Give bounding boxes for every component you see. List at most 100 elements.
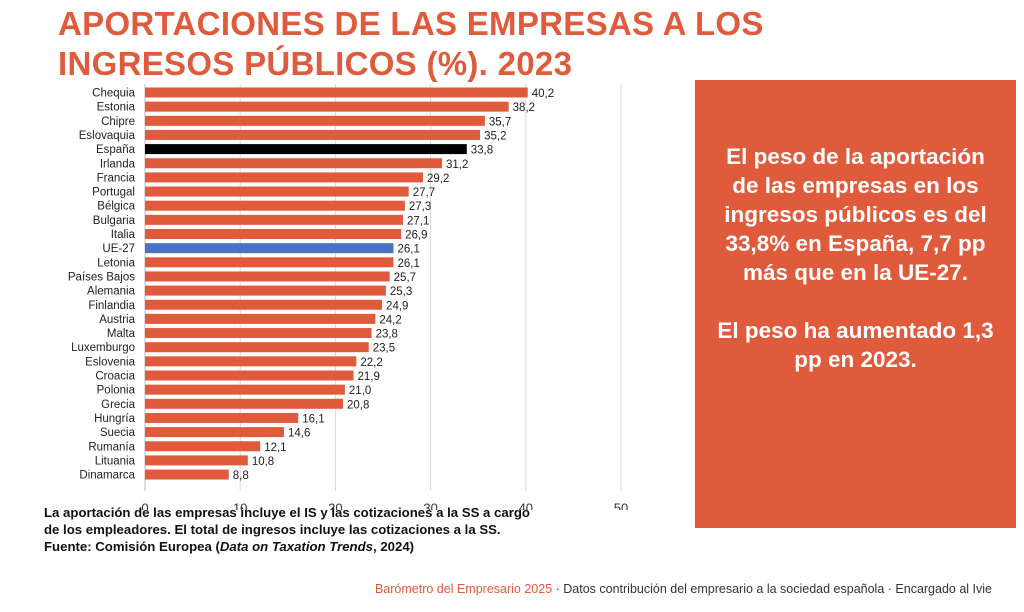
bar — [145, 328, 372, 339]
category-label: Alemania — [87, 286, 136, 298]
category-label: Malta — [107, 328, 136, 340]
bar — [145, 214, 403, 225]
x-tick-label: 0 — [141, 501, 148, 510]
footer: Barómetro del Empresario 2025 · Datos co… — [375, 582, 992, 596]
bar — [145, 158, 443, 169]
data-label: 29,2 — [427, 173, 449, 185]
bar — [145, 101, 509, 112]
category-label: Austria — [99, 314, 135, 326]
category-label: Luxemburgo — [71, 342, 135, 354]
data-label: 27,7 — [413, 187, 435, 199]
x-tick-label: 50 — [614, 501, 628, 510]
bar — [145, 285, 386, 296]
bar — [145, 441, 261, 452]
category-label: España — [96, 144, 136, 156]
category-label: Eslovenia — [85, 356, 135, 368]
footer-brand: Barómetro del Empresario 2025 — [374, 582, 553, 596]
chart-note: La aportación de las empresas incluye el… — [44, 504, 634, 555]
bar — [145, 257, 394, 268]
bar — [145, 172, 423, 183]
panel-text-main: El peso de la aportación de las empresas… — [724, 144, 987, 285]
bar — [145, 115, 485, 126]
data-label: 8,8 — [233, 470, 249, 482]
data-label: 35,2 — [484, 130, 506, 142]
data-label: 24,9 — [386, 300, 408, 312]
bar — [145, 356, 357, 367]
bar — [145, 299, 383, 310]
category-label: Finlandia — [88, 300, 135, 312]
category-label: UE-27 — [102, 243, 135, 255]
data-label: 38,2 — [513, 102, 535, 114]
category-label: Bulgaria — [93, 215, 136, 227]
x-tick-label: 40 — [519, 501, 533, 510]
bar — [145, 427, 284, 438]
data-label: 23,8 — [376, 329, 398, 341]
bar — [145, 370, 354, 381]
category-label: Polonia — [97, 385, 136, 397]
bar-chart: 0 10 20 30 40 50 Chequia 40,2 Estonia 38,2 Chipre 3… — [68, 84, 628, 510]
category-label: Italia — [111, 229, 136, 241]
page-title: APORTACIONES DE LAS EMPRESAS A LOS INGRE… — [58, 5, 764, 82]
bar — [145, 129, 481, 140]
category-label: Países Bajos — [68, 271, 135, 283]
bar — [145, 384, 345, 395]
source-prefix: Fuente: Comisión Europea ( — [44, 539, 220, 554]
data-label: 26,9 — [405, 230, 427, 242]
data-label: 20,8 — [347, 399, 369, 411]
source-suffix: , 2024) — [373, 539, 415, 554]
data-label: 35,7 — [489, 116, 511, 128]
data-label: 16,1 — [302, 413, 324, 425]
bar — [145, 469, 229, 480]
category-label: Francia — [97, 172, 136, 184]
x-tick-label: 20 — [328, 501, 342, 510]
category-label: Eslovaquia — [79, 130, 136, 142]
data-label: 26,1 — [397, 258, 419, 270]
bar — [145, 455, 248, 466]
data-label: 33,8 — [471, 145, 493, 157]
category-label: Chequia — [92, 88, 135, 100]
bar — [145, 412, 299, 423]
category-label: Lituania — [95, 455, 136, 467]
bar — [145, 271, 390, 282]
data-label: 24,2 — [379, 314, 401, 326]
category-label: Bélgica — [97, 201, 135, 213]
category-label: Dinamarca — [79, 470, 135, 482]
data-label: 26,1 — [397, 244, 419, 256]
data-label: 12,1 — [264, 442, 286, 454]
data-label: 40,2 — [532, 88, 554, 100]
bar — [145, 398, 344, 409]
category-label: Croacia — [95, 371, 135, 383]
bar — [145, 87, 528, 98]
data-label: 21,9 — [357, 371, 379, 383]
note-line-1: La aportación de las empresas incluye el… — [44, 505, 530, 520]
panel-text-secondary: El peso ha aumentado 1,3 pp en 2023. — [717, 318, 994, 372]
bar — [145, 144, 467, 155]
category-label: Hungría — [94, 413, 136, 425]
data-label: 22,2 — [360, 357, 382, 369]
note-line-2: de los empleadores. El total de ingresos… — [44, 522, 501, 537]
data-label: 14,6 — [288, 428, 310, 440]
data-label: 27,3 — [409, 201, 431, 213]
data-label: 27,1 — [407, 215, 429, 227]
category-label: Suecia — [100, 427, 136, 439]
bar — [145, 313, 376, 324]
category-label: Portugal — [92, 187, 135, 199]
x-tick-label: 10 — [233, 501, 247, 510]
footer-text: · Datos contribución del empresario a la… — [552, 582, 992, 596]
data-label: 25,3 — [390, 286, 412, 298]
bar — [145, 229, 402, 239]
bar — [145, 243, 394, 254]
data-label: 23,5 — [373, 343, 395, 355]
data-label: 31,2 — [446, 159, 468, 171]
highlight-panel: El peso de la aportación de las empresas… — [695, 80, 1016, 528]
category-label: Estonia — [97, 102, 136, 114]
source-title: Data on Taxation Trends — [219, 539, 373, 554]
category-label: Irlanda — [100, 158, 136, 170]
category-label: Grecia — [101, 399, 135, 411]
data-label: 21,0 — [349, 385, 371, 397]
bar — [145, 186, 409, 197]
bar — [145, 342, 369, 353]
category-label: Letonia — [97, 257, 135, 269]
category-label: Chipre — [101, 116, 135, 128]
x-tick-label: 30 — [423, 501, 437, 510]
